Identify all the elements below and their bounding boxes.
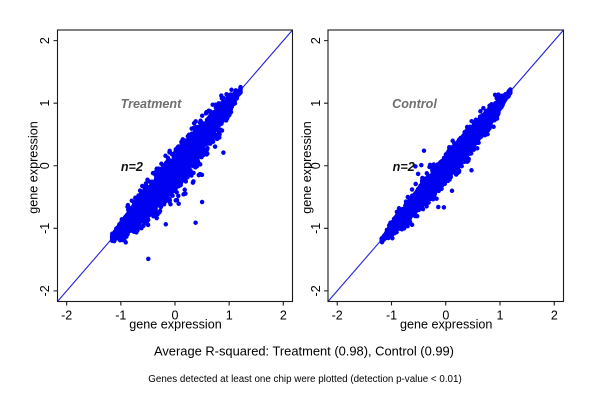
svg-text:Treatment: Treatment (121, 97, 182, 111)
svg-text:0: 0 (442, 309, 449, 323)
svg-text:gene expression: gene expression (300, 121, 314, 213)
svg-text:1: 1 (309, 100, 323, 107)
svg-text:-2: -2 (61, 309, 72, 323)
svg-text:1: 1 (38, 100, 52, 107)
svg-text:Genes detected at least one ch: Genes detected at least one chip were pl… (148, 374, 461, 385)
svg-text:2: 2 (38, 37, 52, 44)
svg-text:2: 2 (551, 309, 558, 323)
svg-text:Average R-squared: Treatment (: Average R-squared: Treatment (0.98), Con… (154, 344, 454, 359)
svg-text:-1: -1 (309, 223, 323, 234)
svg-text:-1: -1 (115, 309, 126, 323)
svg-text:Control: Control (392, 97, 437, 111)
svg-text:-2: -2 (332, 309, 343, 323)
svg-text:0: 0 (172, 309, 179, 323)
svg-text:0: 0 (309, 162, 323, 169)
svg-text:2: 2 (309, 37, 323, 44)
svg-text:gene expression: gene expression (129, 318, 221, 332)
svg-text:-2: -2 (38, 285, 52, 296)
svg-text:gene expression: gene expression (400, 318, 492, 332)
svg-text:-1: -1 (38, 223, 52, 234)
svg-text:-2: -2 (309, 285, 323, 296)
svg-text:n=2: n=2 (393, 160, 415, 174)
svg-text:n=2: n=2 (121, 160, 143, 174)
svg-text:-1: -1 (386, 309, 397, 323)
svg-text:1: 1 (226, 309, 233, 323)
svg-text:2: 2 (280, 309, 287, 323)
svg-text:0: 0 (38, 162, 52, 169)
svg-text:gene expression: gene expression (27, 121, 41, 213)
svg-text:1: 1 (497, 309, 504, 323)
